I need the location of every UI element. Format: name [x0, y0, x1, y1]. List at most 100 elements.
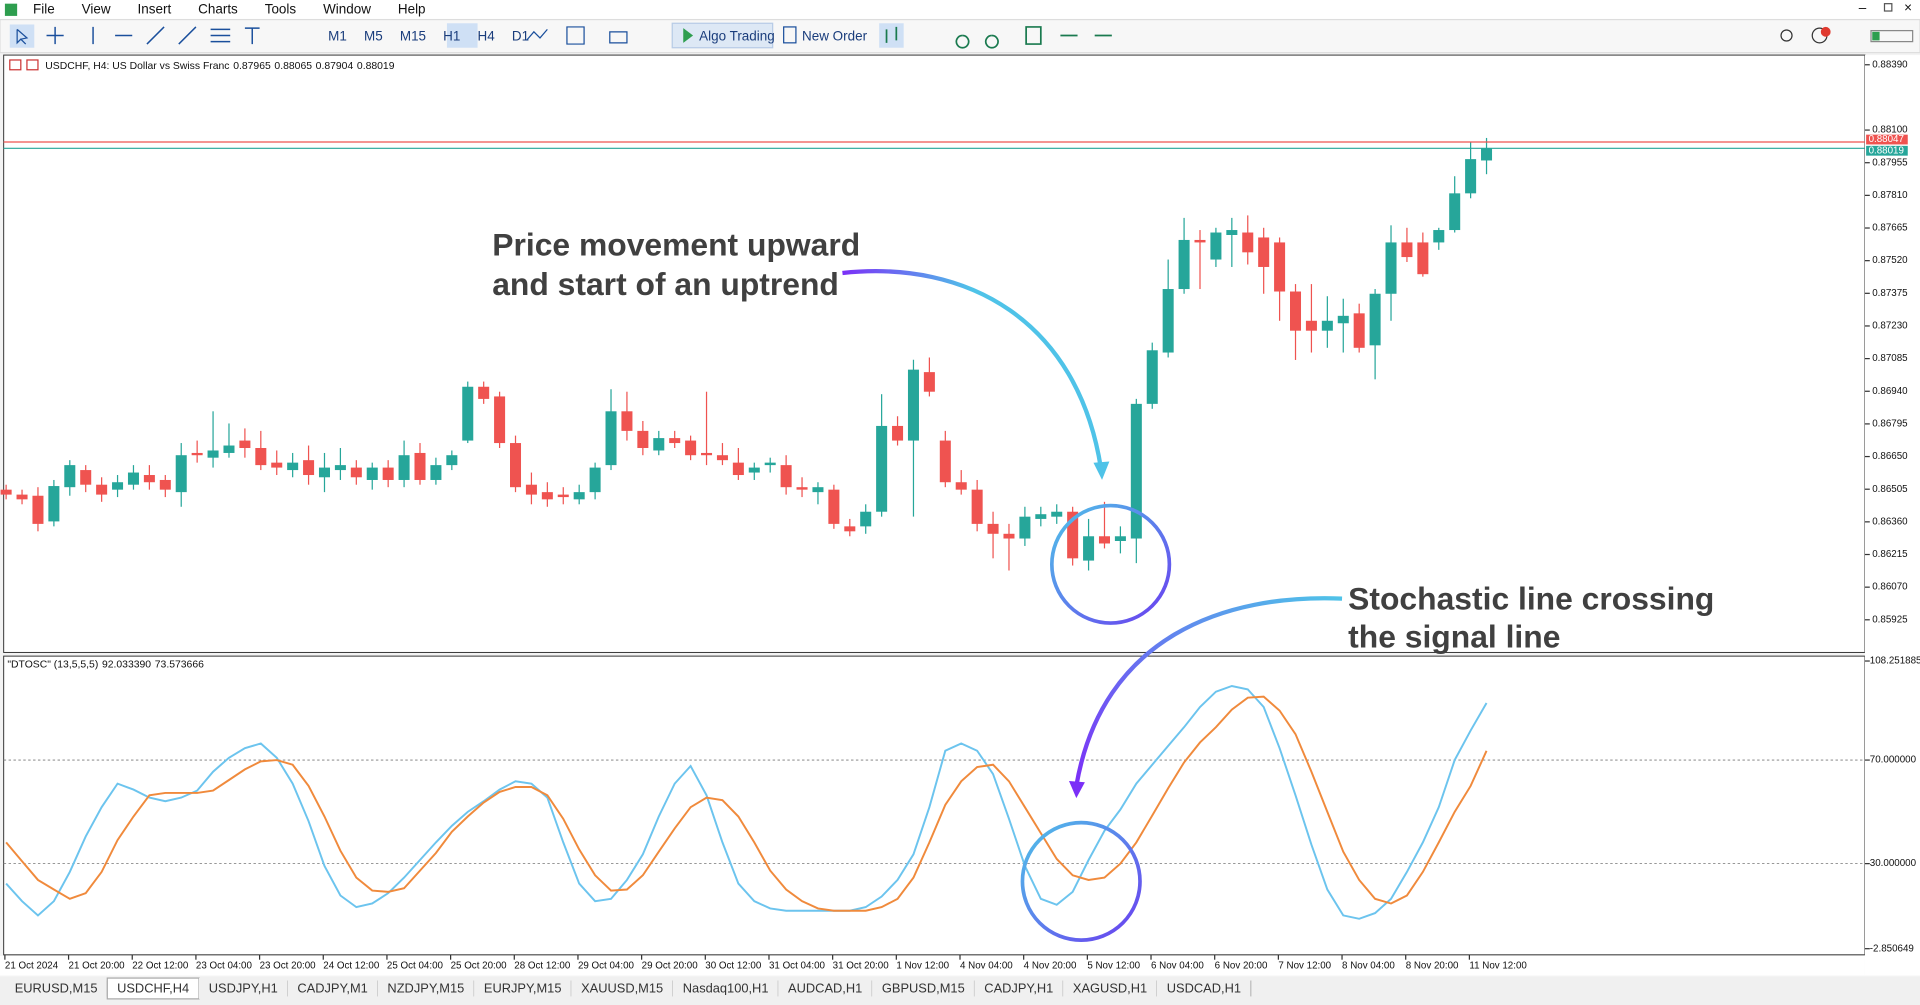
x-tick-label: 29 Oct 04:00 — [578, 960, 635, 971]
timeframe[interactable]: M1 — [328, 28, 347, 43]
tab-bg[interactable] — [474, 978, 572, 999]
tab-bg[interactable] — [672, 978, 779, 999]
tab-bg[interactable] — [1063, 978, 1157, 999]
menu-item[interactable]: Tools — [265, 1, 297, 16]
tab-label[interactable]: EURJPY,M15 — [484, 980, 562, 995]
candle-body — [557, 494, 569, 498]
tab-bg[interactable] — [571, 978, 673, 999]
candle-body — [446, 455, 458, 466]
tab-bg[interactable] — [377, 978, 475, 999]
candle-body — [685, 440, 697, 456]
candle-body — [16, 494, 28, 500]
y-tick-label: 0.87810 — [1872, 190, 1908, 201]
x-tick-label: 21 Oct 20:00 — [69, 960, 126, 971]
y-tick-label: 0.86505 — [1872, 484, 1908, 495]
candle-body — [207, 450, 219, 458]
close[interactable]: × — [1904, 0, 1912, 15]
candle-body — [1162, 289, 1174, 353]
candle-body — [1449, 193, 1461, 231]
menu-item[interactable]: Help — [398, 1, 426, 16]
x-tick-label: 8 Nov 04:00 — [1342, 960, 1395, 971]
tab-bg[interactable] — [4, 978, 108, 999]
timeframe[interactable]: H4 — [478, 28, 496, 43]
tab-label[interactable]: CADJPY,H1 — [984, 980, 1053, 995]
tab-label[interactable]: GBPUSD,M15 — [882, 980, 965, 995]
timeframe[interactable]: M5 — [364, 28, 383, 43]
x-tick-label: 4 Nov 04:00 — [960, 960, 1013, 971]
candle-body — [892, 425, 904, 441]
menu-item[interactable]: Window — [323, 1, 371, 16]
chart-icon — [9, 59, 22, 71]
tab-label[interactable]: AUDCAD,H1 — [788, 980, 862, 995]
new-order-label[interactable]: New Order — [802, 28, 868, 43]
candle-body — [478, 386, 490, 399]
candle-body — [1258, 237, 1270, 267]
price-pane — [3, 54, 1866, 653]
y-tick-label: 30.000000 — [1870, 858, 1917, 869]
candle-body — [1035, 514, 1047, 519]
candle-body — [796, 487, 808, 490]
tab-label[interactable]: USDCHF,H4 — [117, 980, 189, 995]
candles-mode[interactable] — [879, 23, 904, 48]
x-tick-label: 23 Oct 20:00 — [260, 960, 317, 971]
cursor-tool[interactable] — [9, 24, 35, 48]
tab-bg[interactable] — [974, 978, 1064, 999]
y-tick-label: 0.85925 — [1872, 614, 1908, 625]
tab-label[interactable]: Nasdaq100,H1 — [683, 980, 769, 995]
candle-body — [589, 467, 601, 493]
timeframe[interactable]: M15 — [400, 28, 426, 43]
menu-item[interactable]: File — [33, 1, 55, 16]
menu-item[interactable]: Insert — [138, 1, 172, 16]
candle-body — [1337, 315, 1349, 324]
y-tick-label: 0.86070 — [1872, 582, 1908, 593]
candle-body — [716, 455, 728, 461]
menu-item[interactable]: Charts — [198, 1, 238, 16]
tab-bg[interactable] — [778, 978, 873, 999]
x-tick-label: 5 Nov 12:00 — [1087, 960, 1140, 971]
candle-body — [382, 467, 394, 480]
tab-label[interactable]: NZDJPY,M15 — [387, 980, 464, 995]
candle-body — [955, 482, 967, 490]
candle-body — [143, 475, 155, 483]
drawing-tools[interactable] — [46, 26, 260, 45]
candle-body — [844, 526, 856, 532]
chart-tools[interactable] — [526, 26, 628, 45]
tab-label[interactable]: XAGUSD,H1 — [1073, 980, 1147, 995]
tab-bg[interactable] — [872, 978, 975, 999]
menu: File View Insert Charts Tools Window Help — [33, 1, 425, 16]
tab-label[interactable]: USDCAD,H1 — [1167, 980, 1241, 995]
x-tick-label: 1 Nov 12:00 — [896, 960, 949, 971]
indicator-name: "DTOSC" (13,5,5,5) — [7, 659, 98, 670]
candle-body — [987, 523, 999, 534]
minimize[interactable]: – — [1859, 0, 1867, 15]
timeframe[interactable]: H1 — [443, 28, 460, 43]
algo-trading-label[interactable]: Algo Trading — [699, 28, 775, 43]
tab-bg[interactable] — [1156, 978, 1251, 999]
tab-label[interactable]: EURUSD,M15 — [15, 980, 98, 995]
y-tick-label: 0.86215 — [1872, 549, 1908, 560]
annotation: Price movement upward — [492, 227, 860, 263]
timeframe[interactable]: D1 — [512, 28, 529, 43]
bid-label: 0.88019 — [1869, 145, 1904, 156]
tab-label[interactable]: USDJPY,H1 — [209, 980, 278, 995]
search-icon[interactable] — [1780, 29, 1793, 42]
x-tick-label: 11 Nov 12:00 — [1469, 960, 1527, 971]
candle-body — [414, 452, 426, 480]
chart-icon — [26, 59, 39, 71]
restore[interactable] — [1883, 3, 1893, 12]
candle-body — [828, 489, 840, 524]
menu-item[interactable]: View — [82, 1, 111, 16]
tab-bg[interactable] — [287, 978, 378, 999]
candle-body — [1098, 536, 1110, 544]
candle-body — [1051, 511, 1063, 517]
candle-body — [732, 462, 744, 476]
timeframes: M1 M5 M15 H1 H4 D1 — [328, 28, 529, 43]
tabs: EURUSD,M15 USDCHF,H4 USDJPY,H1 CADJPY,M1 NZD… — [4, 977, 1252, 1000]
candle-body — [525, 484, 537, 495]
candle-body — [350, 467, 362, 478]
tab-label[interactable]: XAUUSD,M15 — [581, 980, 663, 995]
tab-label[interactable]: CADJPY,M1 — [297, 980, 367, 995]
zoom-tools[interactable] — [885, 26, 1112, 49]
tab-bg[interactable] — [198, 978, 288, 999]
y-tick-label: 0.87085 — [1872, 353, 1908, 364]
